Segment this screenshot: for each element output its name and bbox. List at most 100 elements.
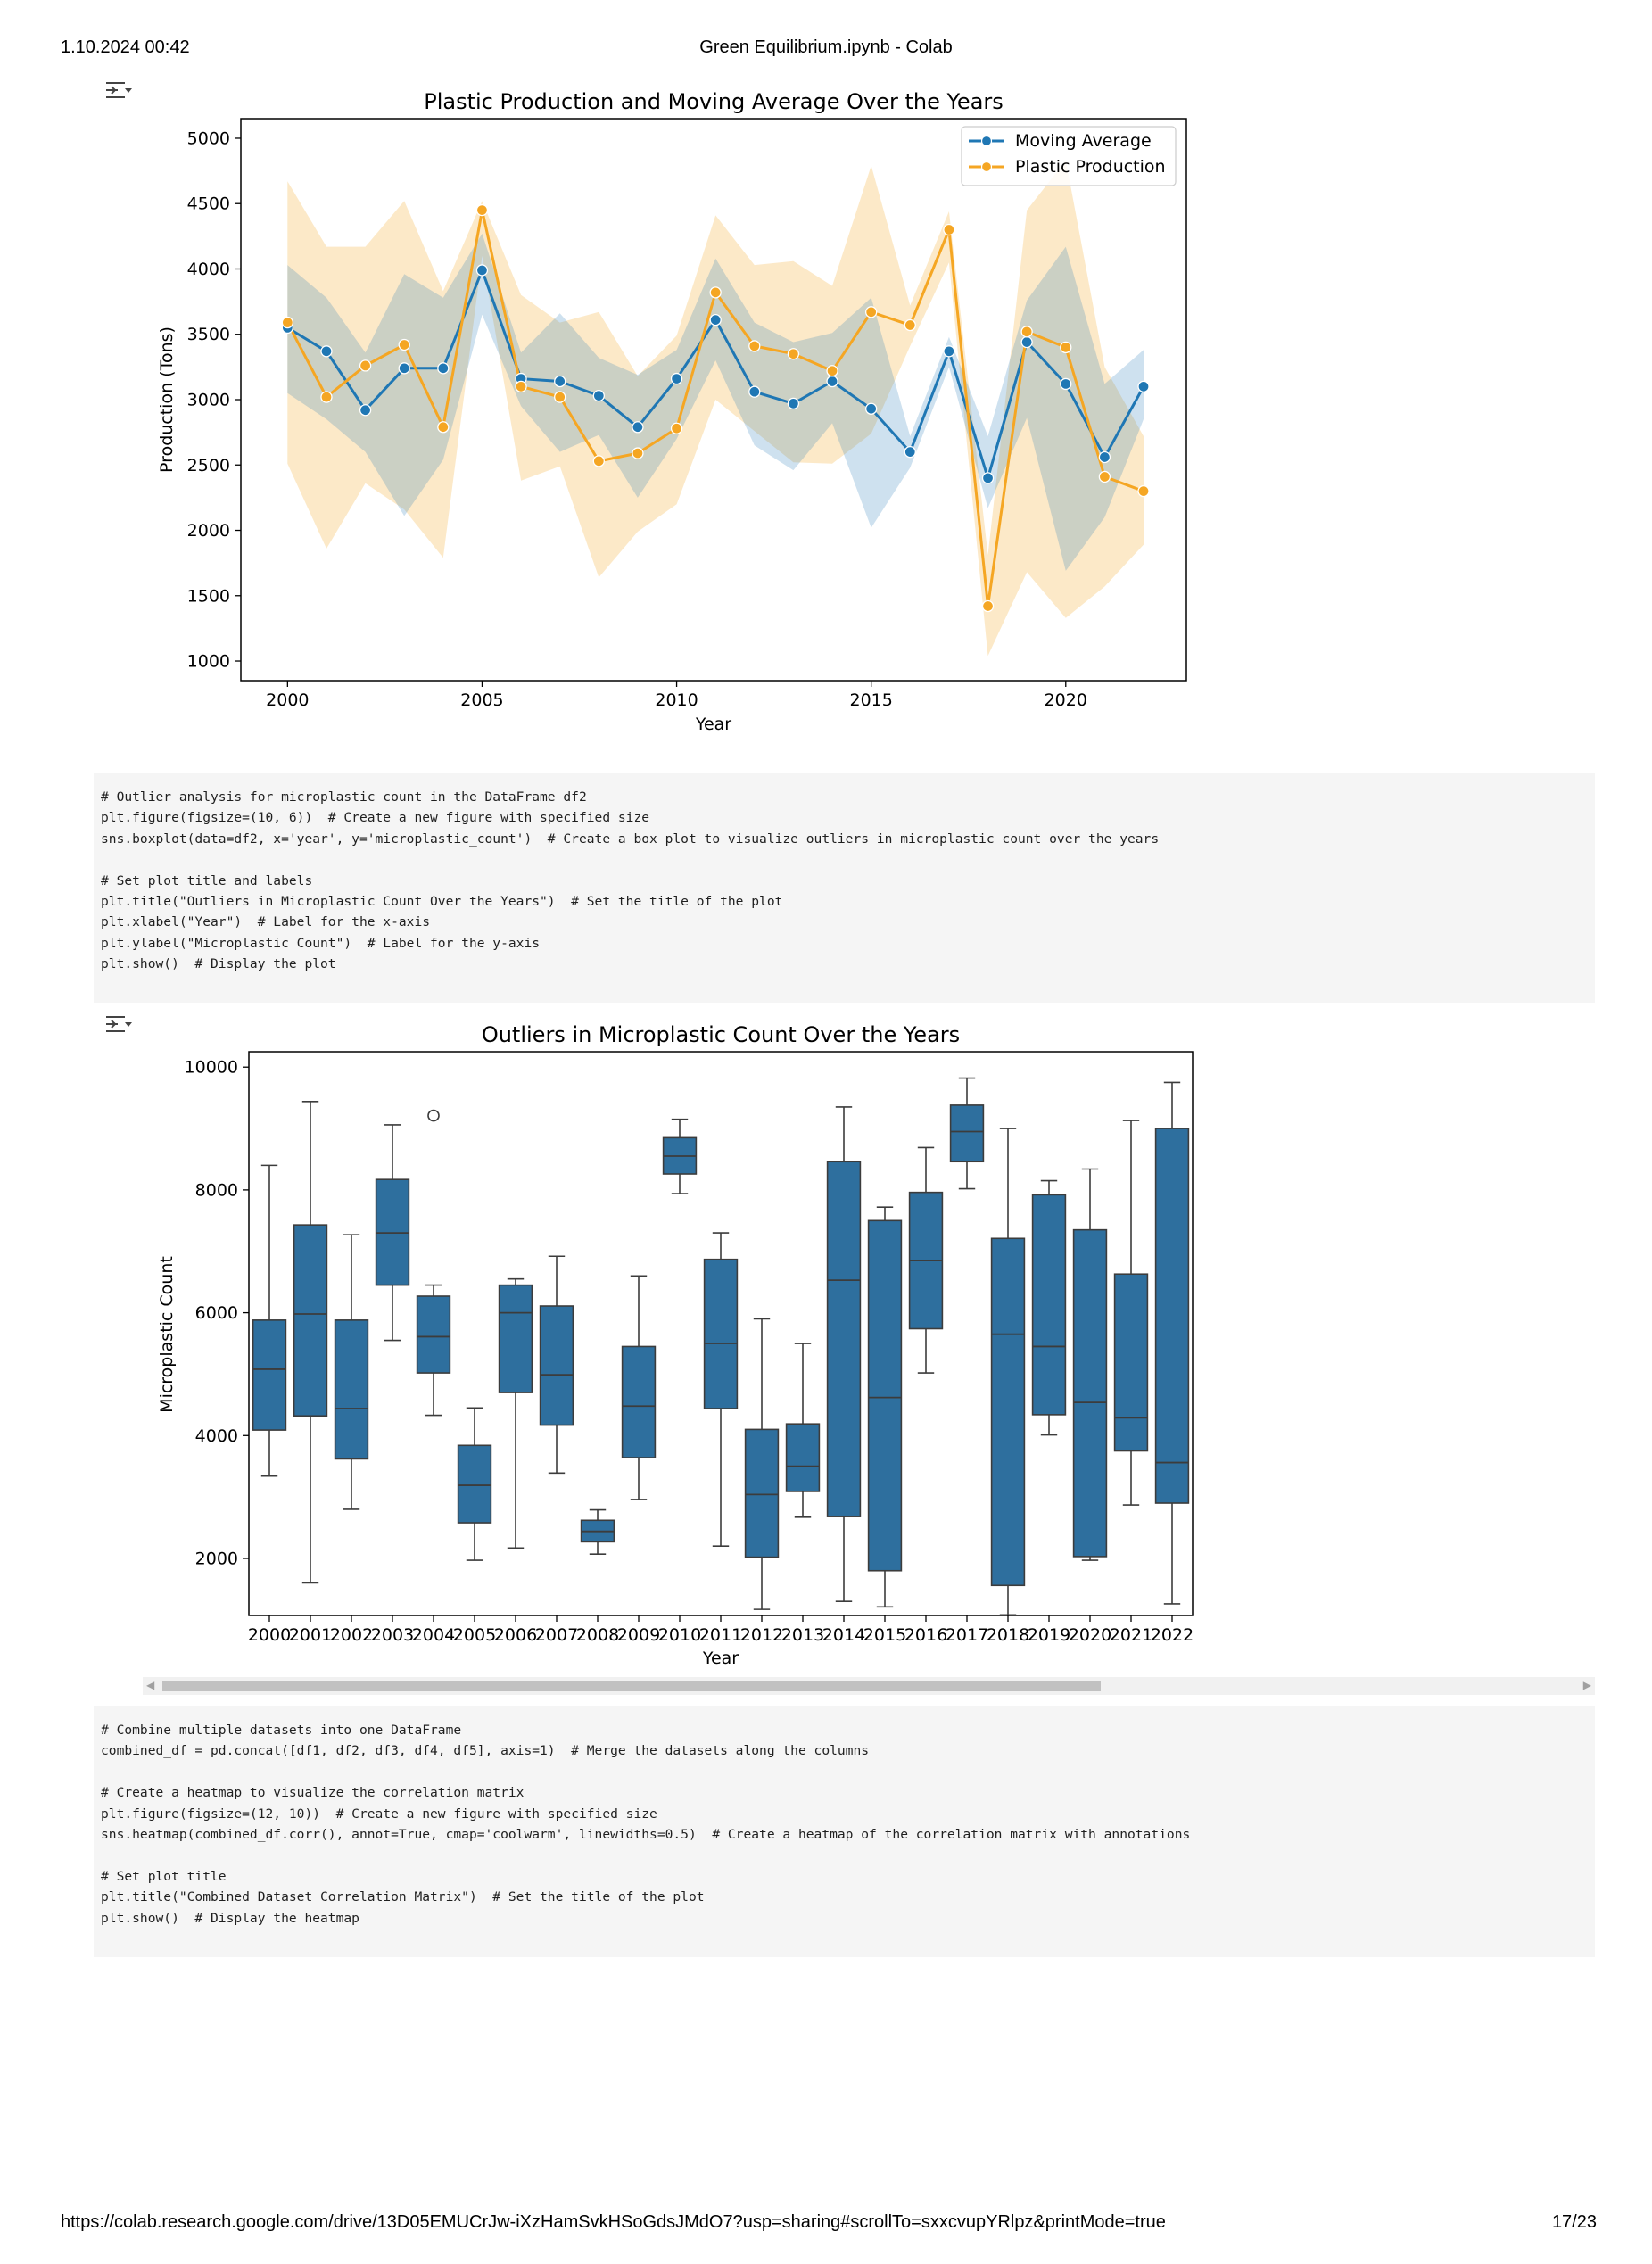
box-2020 [1072, 1228, 1108, 1558]
x-tick-label: 2009 [617, 1625, 660, 1645]
code-line: # Set plot title and labels [101, 872, 313, 888]
code-line: plt.figure(figsize=(10, 6)) # Create a n… [101, 810, 650, 826]
box-2001 [293, 1224, 328, 1417]
data-point-moving-average [981, 472, 995, 484]
code-line: plt.show() # Display the plot [101, 956, 336, 972]
data-point-plastic-production [1098, 470, 1111, 483]
x-tick-label: 2016 [904, 1625, 947, 1645]
code-line: # Outlier analysis for microplastic coun… [101, 789, 587, 805]
y-tick-label: 2000 [187, 521, 230, 541]
code-line: plt.ylabel("Microplastic Count") # Label… [101, 935, 541, 951]
data-point-plastic-production [1137, 484, 1150, 498]
legend-label-plastic-production: Plastic Production [1015, 157, 1166, 177]
data-point-plastic-production [865, 306, 878, 318]
print-page-title: Green Equilibrium.ipynb - Colab [699, 37, 953, 57]
code-line: sns.boxplot(data=df2, x='year', y='micro… [101, 830, 1160, 847]
data-point-moving-average [437, 362, 450, 375]
box-2004 [416, 1295, 451, 1374]
box-2007 [539, 1305, 574, 1426]
data-point-moving-average [398, 362, 410, 375]
chevron-right-icon[interactable]: ▶ [1582, 1679, 1591, 1691]
y-tick-label: 2500 [187, 456, 230, 475]
box-plot-microplastic-count: Outliers in Microplastic Count Over the … [157, 1022, 1194, 1668]
x-tick-label: 2020 [1069, 1625, 1111, 1645]
x-tick-label: 2017 [946, 1625, 988, 1645]
x-tick-label: 2001 [289, 1625, 332, 1645]
y-axis-label: Microplastic Count [157, 1256, 177, 1413]
data-point-moving-average [1020, 335, 1033, 349]
code-line: # Combine multiple datasets into one Dat… [101, 1723, 462, 1738]
box-2018 [990, 1237, 1026, 1587]
x-tick-label: 2015 [863, 1625, 906, 1645]
data-point-moving-average [826, 375, 838, 388]
y-tick-label: 10000 [185, 1058, 238, 1078]
x-tick-label: 2022 [1151, 1625, 1194, 1645]
data-point-moving-average [359, 404, 372, 417]
legend-label-moving-average: Moving Average [1015, 131, 1152, 151]
code-cell-boxplot[interactable]: # Outlier analysis for microplastic coun… [94, 773, 1595, 1003]
y-tick-label: 3000 [187, 391, 230, 410]
data-point-plastic-production [359, 359, 372, 372]
chevron-left-icon[interactable]: ◀ [146, 1679, 155, 1691]
code-line: # Create a heatmap to visualize the corr… [101, 1785, 525, 1801]
x-tick-label: 2012 [740, 1625, 783, 1645]
data-point-moving-average [904, 445, 916, 459]
x-tick-label: 2000 [266, 690, 309, 710]
output-horizontal-scrollbar[interactable]: ◀ ▶ [143, 1677, 1595, 1695]
x-tick-label: 2008 [576, 1625, 619, 1645]
data-point-moving-average [709, 313, 722, 326]
outlier-point [427, 1109, 440, 1122]
x-axis-label: Year [702, 1648, 739, 1668]
legend: Moving Average Plastic Production [961, 126, 1177, 186]
data-point-plastic-production [826, 365, 838, 377]
data-point-moving-average [1137, 380, 1150, 392]
data-point-moving-average [1098, 450, 1111, 464]
box-2012 [744, 1428, 780, 1558]
code-cell-source: # Outlier analysis for microplastic coun… [94, 773, 1595, 975]
data-point-moving-average [748, 385, 761, 398]
data-point-plastic-production [398, 338, 410, 351]
box-2002 [334, 1319, 369, 1460]
box-2005 [457, 1444, 492, 1524]
data-point-plastic-production [320, 391, 333, 403]
x-tick-label: 2014 [822, 1625, 865, 1645]
box-2013 [785, 1423, 821, 1492]
x-tick-label: 2005 [453, 1625, 496, 1645]
chart-title: Plastic Production and Moving Average Ov… [424, 89, 1004, 114]
data-point-moving-average [475, 264, 489, 277]
box-2022 [1154, 1128, 1190, 1504]
data-point-moving-average [1060, 377, 1072, 391]
code-cell-heatmap[interactable]: # Combine multiple datasets into one Dat… [94, 1706, 1595, 1957]
x-tick-label: 2020 [1045, 690, 1087, 710]
data-point-plastic-production [981, 599, 995, 613]
y-axis-label: Production (Tons) [157, 326, 177, 473]
data-point-plastic-production [437, 421, 450, 434]
box-2015 [867, 1219, 903, 1572]
box-2006 [498, 1284, 533, 1393]
x-tick-label: 2019 [1028, 1625, 1070, 1645]
data-point-plastic-production [1020, 326, 1033, 338]
x-tick-label: 2000 [248, 1625, 291, 1645]
box-2021 [1113, 1273, 1149, 1452]
chart-title: Outliers in Microplastic Count Over the … [482, 1022, 960, 1047]
x-tick-label: 2010 [658, 1625, 701, 1645]
data-point-moving-average [670, 372, 683, 385]
legend-marker-plastic-production [980, 161, 993, 173]
output-toggle-icon[interactable] [103, 77, 134, 103]
x-tick-label: 2003 [371, 1625, 414, 1645]
box-2009 [621, 1345, 657, 1458]
print-page-number: 17/23 [1551, 2212, 1597, 2232]
data-point-plastic-production [943, 223, 955, 236]
output-toggle-icon[interactable] [103, 1011, 134, 1037]
box-2017 [949, 1104, 985, 1163]
x-axis-label: Year [695, 715, 731, 734]
data-point-plastic-production [709, 286, 722, 299]
y-tick-label: 2000 [195, 1549, 238, 1568]
ci-band-plastic-production [287, 160, 1144, 657]
data-point-moving-average [554, 375, 566, 388]
data-point-plastic-production [787, 348, 800, 360]
scrollbar-thumb[interactable] [162, 1681, 1101, 1691]
y-tick-label: 1000 [187, 652, 230, 672]
x-tick-label: 2010 [655, 690, 698, 710]
code-cell-source: # Combine multiple datasets into one Dat… [94, 1706, 1595, 1929]
